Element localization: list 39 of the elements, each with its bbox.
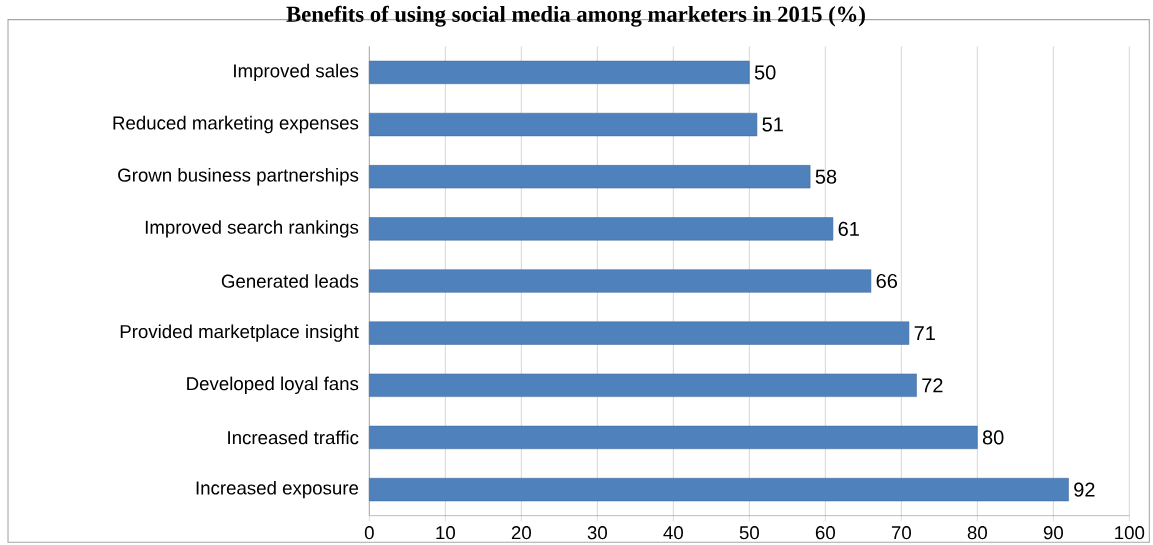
- x-tick-label: 90: [1043, 526, 1063, 540]
- x-tick-label: 100: [1115, 526, 1145, 540]
- data-label: 80: [982, 430, 1004, 445]
- x-tick-label: 0: [364, 526, 374, 540]
- bar: [369, 269, 872, 293]
- bar: [369, 477, 1069, 502]
- y-tick-label: Improved search rankings: [145, 220, 359, 238]
- bar: [369, 112, 758, 137]
- y-tick-label: Increased traffic: [228, 430, 359, 445]
- data-label: 61: [838, 221, 859, 236]
- data-label: 50: [754, 65, 776, 80]
- bar: [369, 425, 978, 450]
- x-tick-label: 80: [967, 526, 987, 540]
- x-tick-label: 70: [891, 526, 911, 540]
- bar: [369, 165, 811, 189]
- y-tick-label: Improved sales: [234, 63, 359, 82]
- x-tick-label: 20: [511, 526, 531, 540]
- data-label: 72: [922, 378, 943, 393]
- x-tick-label: 40: [663, 526, 683, 540]
- chart-title: Benefits of using social media among marketers in 2015 (%): [286, 5, 865, 27]
- data-label: 71: [914, 326, 935, 341]
- bar: [369, 321, 910, 345]
- x-tick-label: 30: [587, 526, 607, 540]
- bar: [369, 60, 750, 85]
- x-tick-label: 10: [436, 526, 455, 540]
- y-tick-label: Increased exposure: [196, 480, 359, 499]
- data-label: 92: [1074, 482, 1095, 497]
- x-tick-label: 60: [815, 526, 835, 540]
- x-tick-label: 50: [739, 526, 759, 540]
- bar: [369, 373, 917, 397]
- y-tick-label: Provided marketplace insight: [120, 324, 359, 342]
- bar: [369, 217, 834, 241]
- y-tick-label: Generated leads: [221, 274, 359, 288]
- y-tick-label: Developed loyal fans: [187, 376, 359, 394]
- data-label: 66: [876, 273, 898, 289]
- data-label: 51: [762, 117, 783, 132]
- y-tick-label: Reduced marketing expenses: [113, 115, 359, 134]
- data-label: 58: [815, 169, 837, 184]
- y-tick-label: Grown business partnerships: [118, 168, 359, 186]
